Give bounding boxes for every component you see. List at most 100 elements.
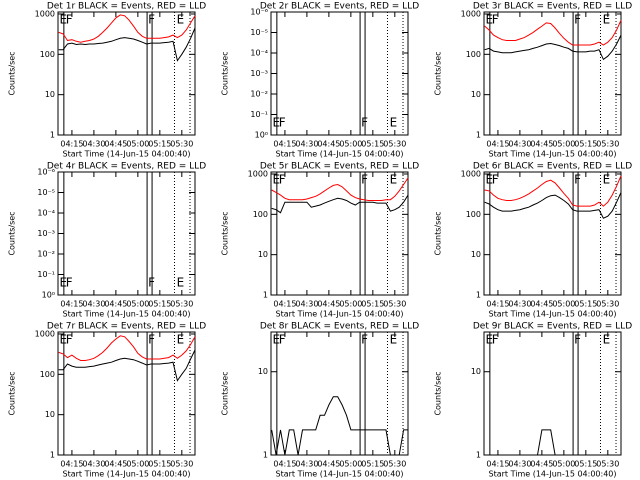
x-tick-label: 05:30 <box>596 300 619 309</box>
y-axis-label: Counts/sec <box>8 371 17 415</box>
x-tick-label: 04:45 <box>317 300 340 309</box>
interval-label: E <box>59 276 67 290</box>
interval-label: F <box>148 276 155 290</box>
x-tick-label: 05:30 <box>170 300 193 309</box>
x-tick-label: 04:30 <box>508 140 531 149</box>
interval-label: F <box>279 173 286 187</box>
x-tick-label: 04:15 <box>60 300 83 309</box>
plot-frame <box>483 331 622 456</box>
y-tick-label: 10⁻⁶ <box>250 8 268 17</box>
y-tick-label: 1 <box>476 451 481 460</box>
interval-label: E <box>390 173 398 187</box>
chart-title: Det 6r BLACK = Events, RED = LLD <box>473 162 632 172</box>
y-axis-label: Counts/sec <box>434 371 443 415</box>
y-tick-label: 10⁻⁵ <box>37 188 55 197</box>
y-tick-label: 1 <box>50 451 55 460</box>
x-tick-label: 05:30 <box>383 460 406 469</box>
x-tick-label: 04:15 <box>273 460 296 469</box>
x-tick-label: 04:30 <box>508 460 531 469</box>
y-axis-label: Counts/sec <box>8 211 17 255</box>
series-line <box>484 192 622 219</box>
x-tick-label: 04:45 <box>104 140 127 149</box>
x-tick-label: 05:15 <box>574 140 597 149</box>
series-line <box>58 335 196 361</box>
interval-label: E <box>390 333 398 347</box>
x-axis-label: Start Time (14-Jun-15 04:00:40) <box>489 310 617 319</box>
y-tick-label: 1000 <box>461 9 481 18</box>
plot-frame <box>483 171 622 296</box>
x-tick-label: 04:30 <box>295 140 318 149</box>
y-axis-label: Counts/sec <box>8 51 17 95</box>
interval-label: F <box>492 333 499 347</box>
y-tick-label: 1000 <box>35 9 55 18</box>
x-axis-label: Start Time (14-Jun-15 04:00:40) <box>63 150 191 159</box>
interval-label: F <box>574 173 581 187</box>
y-tick-label: 10⁻⁴ <box>37 209 55 218</box>
chart-title: Det 4r BLACK = Events, RED = LLD <box>47 162 206 172</box>
x-tick-label: 05:00 <box>126 300 149 309</box>
interval-label: E <box>485 173 493 187</box>
x-tick-label: 05:15 <box>148 460 171 469</box>
y-tick-label: 10⁻³ <box>37 229 55 238</box>
x-axis-label: Start Time (14-Jun-15 04:00:40) <box>276 310 404 319</box>
interval-label: F <box>574 13 581 27</box>
x-tick-label: 05:30 <box>596 140 619 149</box>
y-tick-label: 10⁻² <box>250 90 268 99</box>
x-tick-label: 04:15 <box>273 140 296 149</box>
x-tick-label: 04:45 <box>317 460 340 469</box>
series-line <box>484 429 621 456</box>
y-tick-label: 10⁻¹ <box>37 270 55 279</box>
interval-label: F <box>574 333 581 347</box>
x-axis-label: Start Time (14-Jun-15 04:00:40) <box>63 310 191 319</box>
interval-label: F <box>492 13 499 27</box>
y-tick-label: 1 <box>50 131 55 140</box>
y-tick-label: 10⁻⁴ <box>250 49 268 58</box>
plot-frame <box>270 171 409 296</box>
y-axis-label: Counts/sec <box>434 211 443 255</box>
y-axis-label: Counts/sec <box>221 51 230 95</box>
y-tick-label: 10 <box>45 90 55 99</box>
x-tick-label: 04:15 <box>273 300 296 309</box>
y-tick-label: 10 <box>45 410 55 419</box>
interval-label: E <box>603 173 611 187</box>
series-line <box>484 175 622 207</box>
x-tick-label: 04:30 <box>82 300 105 309</box>
x-tick-label: 04:15 <box>486 300 509 309</box>
x-tick-label: 04:15 <box>60 460 83 469</box>
y-tick-label: 1000 <box>248 169 268 178</box>
interval-label: F <box>66 333 73 347</box>
series-line <box>58 27 196 62</box>
x-tick-label: 05:30 <box>383 140 406 149</box>
y-axis-label: Counts/sec <box>221 371 230 415</box>
y-axis-label: Counts/sec <box>434 51 443 95</box>
chart-title: Det 8r BLACK = Events, RED = LLD <box>260 322 419 332</box>
plot-frame <box>57 331 196 456</box>
interval-label: F <box>66 13 73 27</box>
y-tick-label: 1 <box>263 291 268 300</box>
y-tick-label: 100 <box>40 370 55 379</box>
x-tick-label: 05:15 <box>361 300 384 309</box>
interval-label: E <box>177 276 185 290</box>
x-tick-label: 05:15 <box>361 140 384 149</box>
interval-label: F <box>361 173 368 187</box>
x-tick-label: 04:45 <box>104 460 127 469</box>
chart-title: Det 2r BLACK = Events, RED = LLD <box>260 2 419 12</box>
interval-label: E <box>59 13 67 27</box>
x-tick-label: 04:45 <box>104 300 127 309</box>
plot-frame <box>270 331 409 456</box>
chart-title: Det 1r BLACK = Events, RED = LLD <box>47 2 206 12</box>
x-tick-label: 05:15 <box>574 300 597 309</box>
x-tick-label: 04:30 <box>508 300 531 309</box>
interval-label: F <box>279 333 286 347</box>
y-tick-label: 10⁻³ <box>250 69 268 78</box>
y-axis-label: Counts/sec <box>221 211 230 255</box>
y-tick-label: 100 <box>253 210 268 219</box>
y-tick-label: 10⁻⁶ <box>37 168 55 177</box>
series-line <box>271 177 409 201</box>
x-tick-label: 04:30 <box>82 460 105 469</box>
x-axis-label: Start Time (14-Jun-15 04:00:40) <box>489 470 617 479</box>
x-tick-label: 05:00 <box>339 460 362 469</box>
y-tick-label: 100 <box>40 50 55 59</box>
interval-label: E <box>177 333 185 347</box>
x-tick-label: 04:30 <box>295 300 318 309</box>
